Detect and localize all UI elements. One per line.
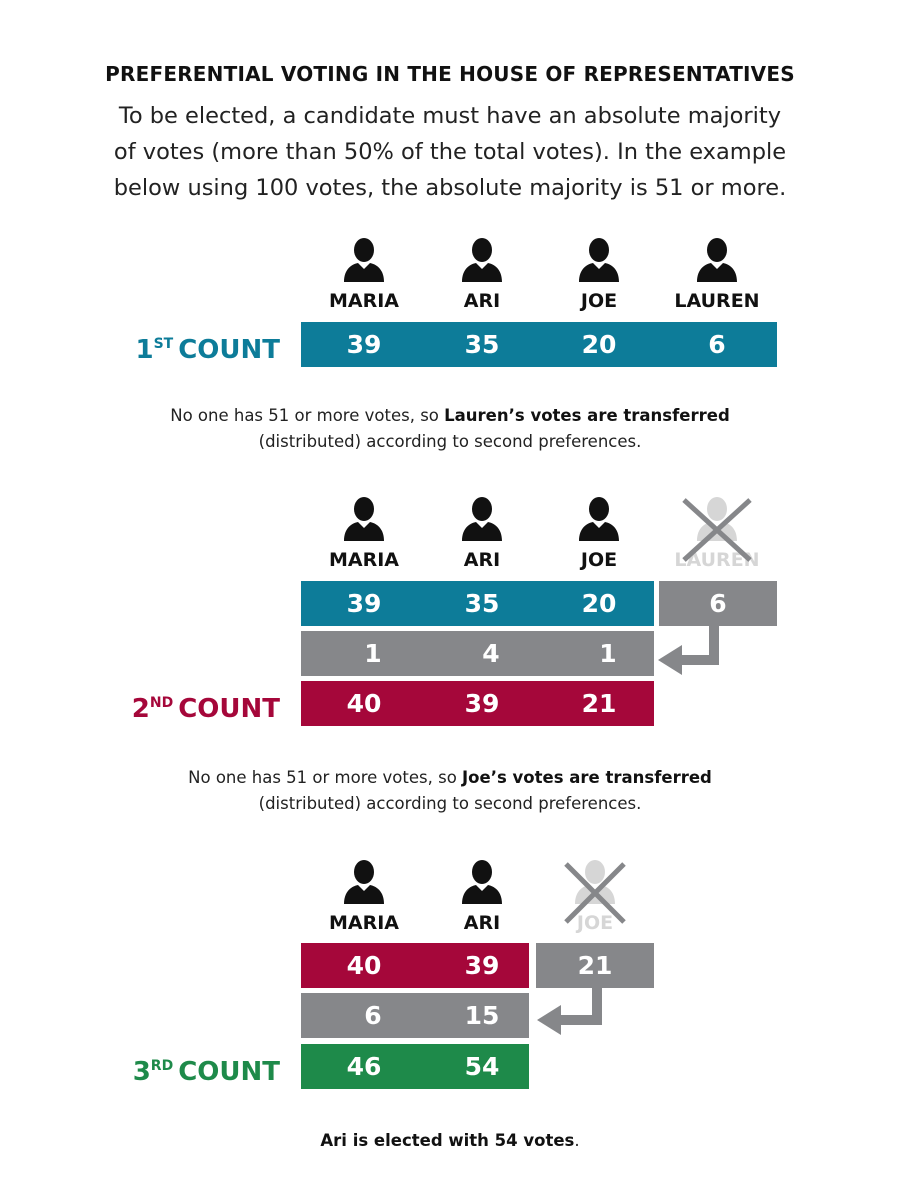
count-3-bar [301, 1044, 529, 1089]
transfer-arrow-icon [537, 988, 602, 1035]
eliminated-votes: 6 [709, 589, 727, 618]
count-1-label: 1ST COUNT [0, 322, 280, 373]
count-ordinal: 3 [132, 1057, 151, 1087]
person-icon [341, 858, 387, 904]
vote-cell: 35 [464, 330, 500, 359]
eliminated-candidate-name-lauren: LAUREN [674, 549, 760, 571]
transfer-bar [301, 631, 654, 676]
vote-cell: 39 [464, 951, 500, 980]
note-1-prefix: No one has 51 or more votes, so [170, 406, 445, 425]
vote-cell: 39 [346, 589, 382, 618]
count-word: COUNT [178, 694, 280, 724]
candidate-name-ari: ARI [463, 549, 501, 571]
person-icon [694, 236, 740, 282]
count-word: COUNT [178, 335, 280, 365]
result-tail: . [574, 1131, 580, 1150]
candidate-name-lauren: LAUREN [674, 290, 760, 312]
transfer-cell: 6 [364, 1001, 382, 1030]
total-cell: 39 [464, 689, 500, 718]
eliminated-cross-icon [564, 862, 626, 924]
candidate-name-maria: MARIA [328, 912, 400, 934]
note-2-bold: Joe’s votes are transferred [462, 768, 712, 787]
candidate-name-maria: MARIA [328, 549, 400, 571]
intro-line-3: below using 100 votes, the absolute majo… [113, 175, 787, 201]
candidate-name-joe: JOE [580, 549, 618, 571]
vote-cell: 35 [464, 589, 500, 618]
count-ordinal: 1 [135, 335, 154, 365]
count-ordinal-suffix: ND [149, 695, 174, 711]
person-icon [459, 236, 505, 282]
count-3-previous-bar [301, 943, 529, 988]
candidate-name-maria: MARIA [328, 290, 400, 312]
count-ordinal: 2 [131, 694, 150, 724]
count-2-label: 2ND COUNT [0, 681, 280, 732]
transfer-bar [301, 993, 529, 1038]
eliminated-votes-box [659, 581, 777, 626]
transfer-cell: 15 [464, 1001, 500, 1030]
intro-text: To be elected, a candidate must have an … [70, 98, 830, 206]
note-1-bold: Lauren’s votes are transferred [444, 406, 730, 425]
transfer-arrow-icon [658, 626, 719, 675]
result-text: Ari is elected with 54 votes. [50, 1128, 850, 1154]
eliminated-cross-icon [682, 498, 752, 562]
total-cell: 40 [346, 689, 382, 718]
total-cell: 46 [346, 1052, 382, 1081]
person-icon [341, 495, 387, 541]
total-cell: 54 [464, 1052, 500, 1081]
note-2-line-2: (distributed) according to second prefer… [258, 794, 642, 813]
page-title: PREFERENTIAL VOTING IN THE HOUSE OF REPR… [105, 62, 795, 86]
candidate-name-ari: ARI [463, 912, 501, 934]
note-2-prefix: No one has 51 or more votes, so [188, 768, 463, 787]
result-bold: Ari is elected with 54 votes [320, 1131, 575, 1150]
intro-line-2: of votes (more than 50% of the total vot… [113, 139, 787, 165]
person-icon [459, 495, 505, 541]
candidate-name-ari: ARI [463, 290, 501, 312]
eliminated-candidate-name-joe: JOE [576, 912, 614, 934]
vote-cell: 39 [346, 330, 382, 359]
transfer-cell: 1 [364, 639, 382, 668]
transfer-cell: 1 [599, 639, 617, 668]
vote-cell: 40 [346, 951, 382, 980]
total-cell: 21 [581, 689, 617, 718]
count-ordinal-suffix: RD [150, 1058, 174, 1074]
eliminated-votes: 21 [577, 951, 613, 980]
person-icon [459, 858, 505, 904]
person-icon [576, 236, 622, 282]
person-icon [341, 236, 387, 282]
vote-cell: 20 [581, 330, 617, 359]
eliminated-votes-box [536, 943, 654, 988]
candidate-name-joe: JOE [580, 290, 618, 312]
vote-cell: 6 [708, 330, 726, 359]
transfer-cell: 4 [482, 639, 500, 668]
count-2-previous-bar [301, 581, 654, 626]
count-2-bar [301, 681, 654, 726]
person-icon [576, 495, 622, 541]
count-word: COUNT [178, 1057, 280, 1087]
note-1: No one has 51 or more votes, so Lauren’s… [50, 403, 850, 455]
intro-line-1: To be elected, a candidate must have an … [118, 103, 782, 129]
note-1-line-2: (distributed) according to second prefer… [258, 432, 642, 451]
vote-cell: 20 [581, 589, 617, 618]
count-ordinal-suffix: ST [153, 336, 174, 352]
count-3-label: 3RD COUNT [0, 1044, 280, 1095]
note-2: No one has 51 or more votes, so Joe’s vo… [50, 765, 850, 817]
count-1-bar [301, 322, 777, 367]
